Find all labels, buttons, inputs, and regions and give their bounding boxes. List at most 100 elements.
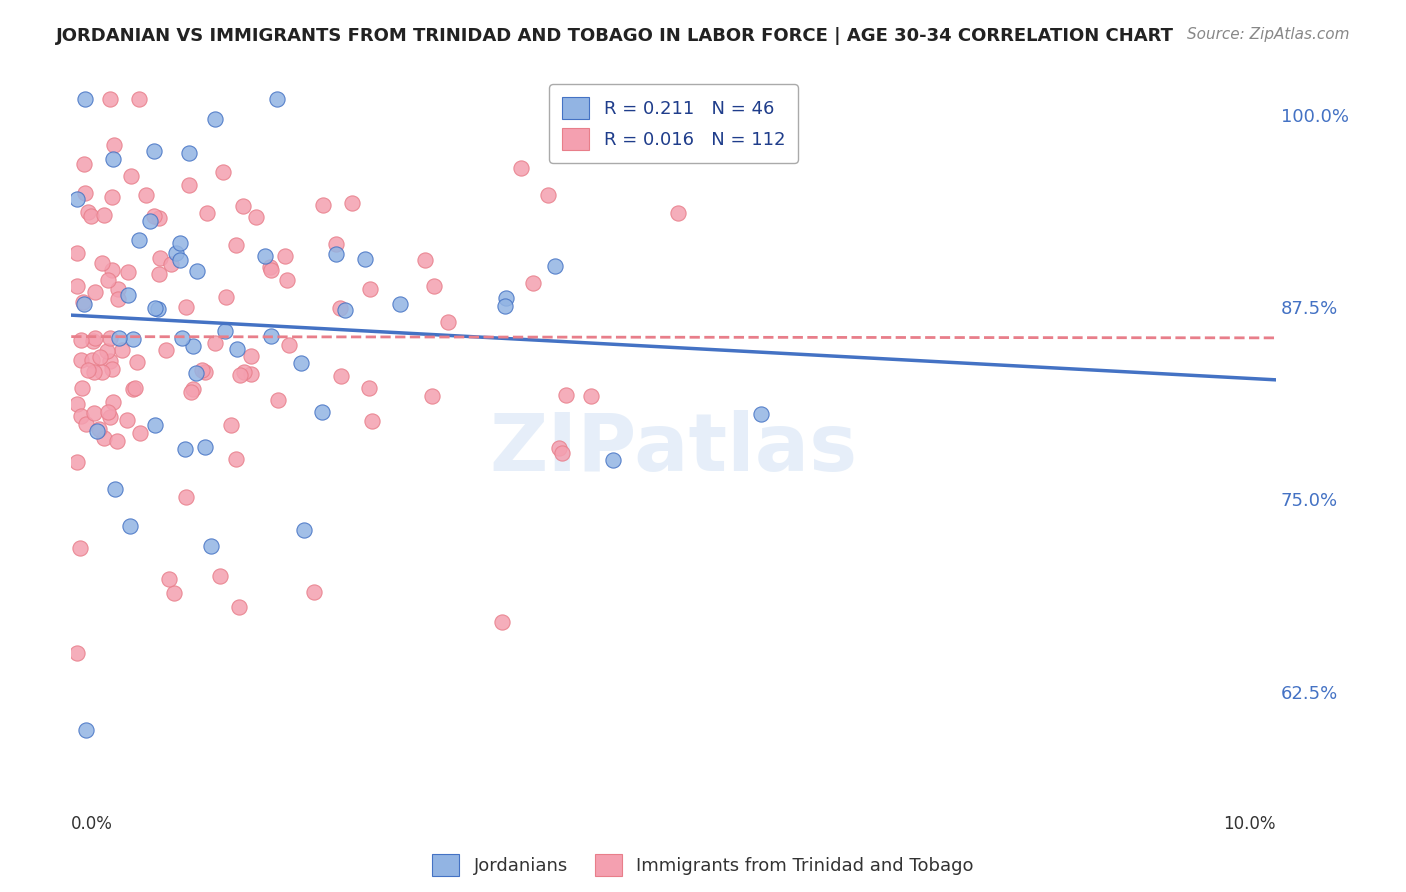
- Point: [66, 279, 89, 293]
- Point: [117, 288, 139, 302]
- Point: [225, 451, 247, 466]
- Point: [148, 267, 170, 281]
- Point: [208, 569, 231, 583]
- Point: [121, 332, 143, 346]
- Point: [602, 453, 624, 467]
- Point: [105, 434, 128, 448]
- Point: [75, 723, 97, 738]
- Point: [581, 389, 603, 403]
- Point: [89, 422, 111, 436]
- Point: [174, 300, 197, 314]
- Point: [120, 169, 142, 183]
- Point: [177, 146, 200, 161]
- Point: [325, 246, 347, 260]
- Point: [66, 397, 89, 411]
- Point: [97, 405, 120, 419]
- Point: [160, 257, 183, 271]
- Point: [135, 187, 157, 202]
- Point: [342, 195, 364, 210]
- Point: [212, 165, 235, 179]
- Point: [232, 366, 254, 380]
- Point: [436, 315, 458, 329]
- Point: [253, 249, 276, 263]
- Point: [290, 356, 312, 370]
- Point: [494, 300, 516, 314]
- Point: [101, 362, 124, 376]
- Legend: R = 0.211   N = 46, R = 0.016   N = 112: R = 0.211 N = 46, R = 0.016 N = 112: [550, 85, 797, 163]
- Point: [103, 395, 125, 409]
- Point: [214, 324, 236, 338]
- Point: [103, 137, 125, 152]
- Point: [666, 205, 689, 219]
- Point: [89, 350, 111, 364]
- Point: [333, 302, 356, 317]
- Point: [389, 297, 412, 311]
- Point: [245, 211, 267, 225]
- Point: [97, 273, 120, 287]
- Point: [142, 145, 165, 159]
- Point: [274, 249, 297, 263]
- Point: [194, 440, 217, 454]
- Point: [66, 246, 89, 260]
- Point: [73, 186, 96, 201]
- Point: [491, 615, 513, 630]
- Point: [72, 156, 94, 170]
- Point: [267, 392, 290, 407]
- Point: [125, 355, 148, 369]
- Point: [96, 344, 118, 359]
- Point: [292, 523, 315, 537]
- Point: [194, 365, 217, 379]
- Point: [510, 161, 533, 176]
- Point: [169, 253, 191, 268]
- Point: [107, 331, 129, 345]
- Point: [66, 455, 89, 469]
- Point: [139, 213, 162, 227]
- Point: [551, 445, 574, 459]
- Point: [83, 365, 105, 379]
- Point: [104, 483, 127, 497]
- Text: 0.0%: 0.0%: [72, 814, 112, 833]
- Point: [70, 352, 93, 367]
- Point: [145, 301, 167, 316]
- Point: [73, 92, 96, 106]
- Point: [360, 414, 382, 428]
- Point: [117, 265, 139, 279]
- Point: [163, 586, 186, 600]
- Point: [229, 368, 252, 382]
- Point: [177, 178, 200, 193]
- Point: [204, 335, 226, 350]
- Point: [90, 365, 112, 379]
- Point: [259, 260, 281, 274]
- Point: [70, 409, 93, 423]
- Point: [155, 343, 177, 357]
- Point: [204, 112, 226, 127]
- Point: [266, 92, 288, 106]
- Point: [240, 367, 263, 381]
- Point: [124, 381, 146, 395]
- Point: [91, 256, 114, 270]
- Point: [325, 236, 347, 251]
- Point: [86, 424, 108, 438]
- Point: [76, 204, 98, 219]
- Point: [93, 431, 115, 445]
- Point: [181, 382, 204, 396]
- Point: [181, 339, 204, 353]
- Text: ZIPatlas: ZIPatlas: [489, 410, 858, 489]
- Point: [118, 518, 141, 533]
- Point: [174, 490, 197, 504]
- Point: [70, 333, 93, 347]
- Text: Source: ZipAtlas.com: Source: ZipAtlas.com: [1187, 27, 1350, 42]
- Point: [548, 441, 571, 455]
- Point: [143, 417, 166, 432]
- Point: [93, 208, 115, 222]
- Point: [169, 235, 191, 250]
- Point: [98, 331, 121, 345]
- Text: 10.0%: 10.0%: [1223, 814, 1277, 833]
- Point: [537, 188, 560, 202]
- Point: [157, 572, 180, 586]
- Point: [330, 369, 353, 384]
- Point: [186, 263, 208, 277]
- Point: [100, 190, 122, 204]
- Point: [143, 209, 166, 223]
- Point: [148, 211, 170, 225]
